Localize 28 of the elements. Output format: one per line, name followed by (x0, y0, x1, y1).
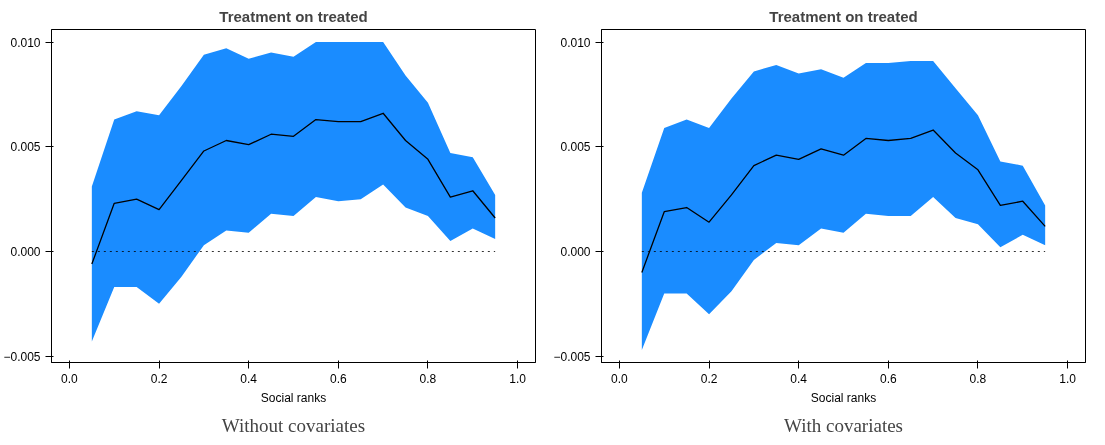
x-tick-label: 0.0 (611, 371, 629, 386)
y-tick-label: −0.005 (3, 349, 41, 364)
text: With covariates (784, 414, 903, 436)
y-tick-label: 0.000 (10, 245, 41, 259)
x-tick-label: 1.0 (509, 371, 527, 386)
x-tick-label: 0.6 (329, 371, 347, 386)
y-tick-label: 0.000 (560, 245, 591, 259)
x-tick-label: 0.2 (150, 371, 168, 386)
line-series (641, 129, 1046, 274)
y-tick-label: 0.010 (560, 35, 591, 50)
x-tick-label: 0.8 (969, 371, 987, 386)
y-tick-label: 0.005 (560, 140, 591, 155)
y-tick-label: 0.010 (10, 35, 41, 50)
x-axis-title: Social ranks (260, 390, 327, 405)
x-tick-label: 0.4 (240, 371, 258, 386)
x-tick-label: 1.0 (1059, 371, 1077, 386)
x-tick-label: 0.8 (419, 371, 437, 386)
x-axis-title: Social ranks (810, 390, 877, 405)
chart-title: Treatment on treated (219, 7, 368, 25)
x-tick-label: 0.0 (61, 371, 79, 386)
text: Without covariates (221, 414, 366, 436)
line-series (91, 112, 496, 265)
y-tick-label: −0.005 (553, 349, 591, 364)
x-tick-label: 0.6 (879, 371, 897, 386)
x-tick-label: 0.4 (790, 371, 808, 386)
y-tick-label: 0.005 (10, 140, 41, 155)
x-tick-label: 0.2 (700, 371, 718, 386)
chart-title: Treatment on treated (769, 7, 918, 25)
